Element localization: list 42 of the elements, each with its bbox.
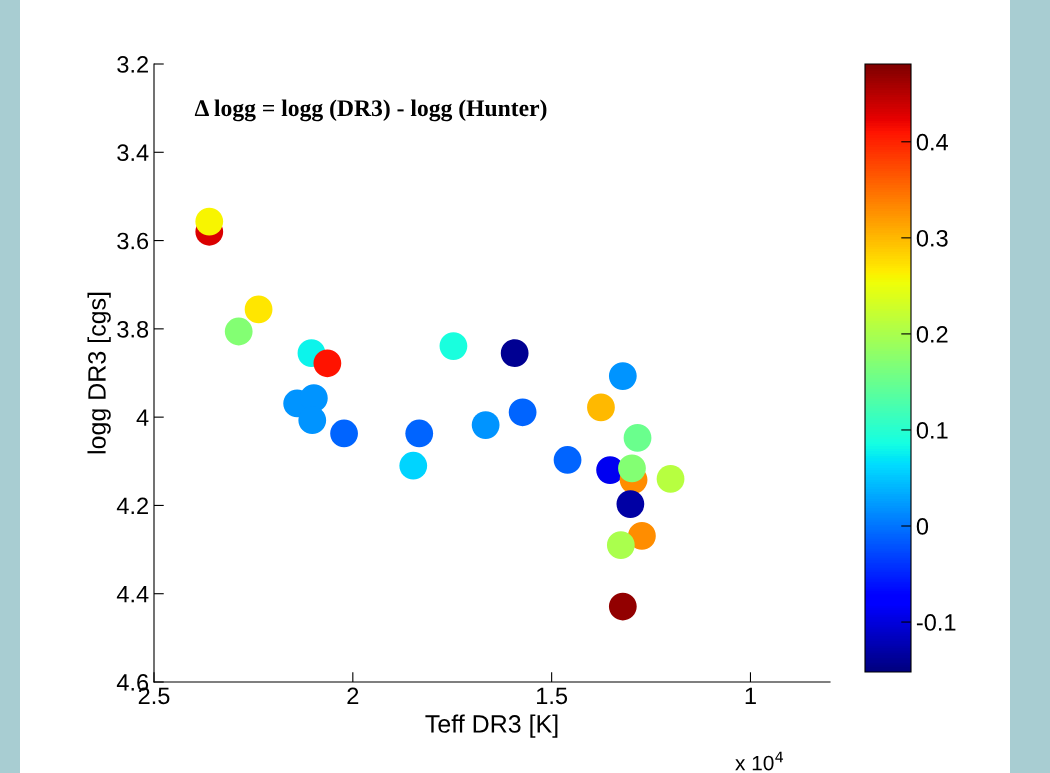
y-tick-label: 3.2	[117, 56, 148, 73]
point	[616, 490, 645, 518]
point	[508, 398, 537, 427]
point	[313, 349, 342, 378]
point	[399, 451, 428, 480]
point	[606, 531, 635, 560]
point	[623, 424, 652, 452]
point	[656, 465, 685, 493]
color-bar-label: -0.1	[916, 614, 956, 631]
point	[405, 419, 434, 448]
y-tick-label: 3.8	[117, 320, 149, 338]
point	[553, 446, 582, 474]
color-bar-label: 0.4	[916, 133, 948, 151]
point	[608, 592, 637, 621]
point	[244, 295, 273, 324]
y-tick-label: 4.4	[116, 586, 149, 603]
color-bar-label: 0.2	[916, 325, 948, 343]
color-bar-label: 0.1	[916, 422, 948, 439]
point	[298, 406, 327, 435]
color-bar-label: 0	[916, 518, 929, 535]
y-tick-label: 4	[136, 409, 149, 426]
point	[608, 362, 637, 390]
point	[628, 522, 656, 550]
point	[587, 393, 615, 422]
point	[500, 339, 529, 368]
point	[224, 317, 253, 346]
point	[618, 454, 646, 483]
y-tick-label: 4.2	[116, 497, 148, 514]
x-tick-label: 2	[347, 687, 359, 704]
y-axis-title: logg DR3 [cgs]	[87, 292, 111, 454]
point	[439, 332, 468, 360]
point	[195, 207, 224, 236]
point	[471, 411, 500, 439]
color-bar-label: 0.3	[916, 229, 948, 247]
text: Δ logg = logg (DR3) - logg (Hunter)	[194, 99, 547, 122]
x-tick-label: 1.5	[537, 687, 568, 705]
y-tick-label: 3.6	[117, 232, 149, 250]
x-axis-title: Teff DR3 [K]	[425, 714, 558, 738]
point	[330, 419, 358, 448]
y-tick-label: 3.4	[117, 144, 149, 162]
x-tick-label: 1	[745, 687, 756, 704]
text: x 10$^{4}$	[735, 751, 784, 771]
